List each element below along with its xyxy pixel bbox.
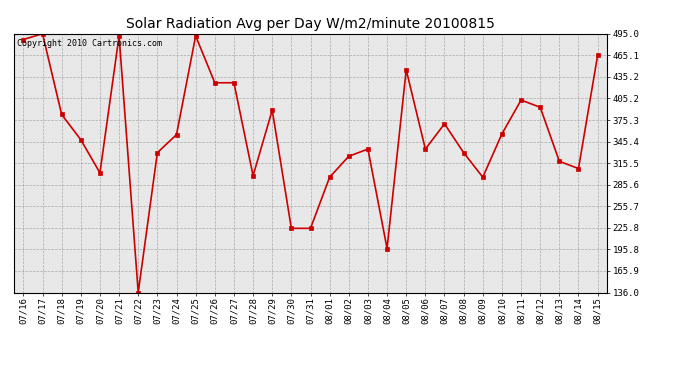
Text: Copyright 2010 Cartronics.com: Copyright 2010 Cartronics.com [17, 39, 161, 48]
Title: Solar Radiation Avg per Day W/m2/minute 20100815: Solar Radiation Avg per Day W/m2/minute … [126, 17, 495, 31]
